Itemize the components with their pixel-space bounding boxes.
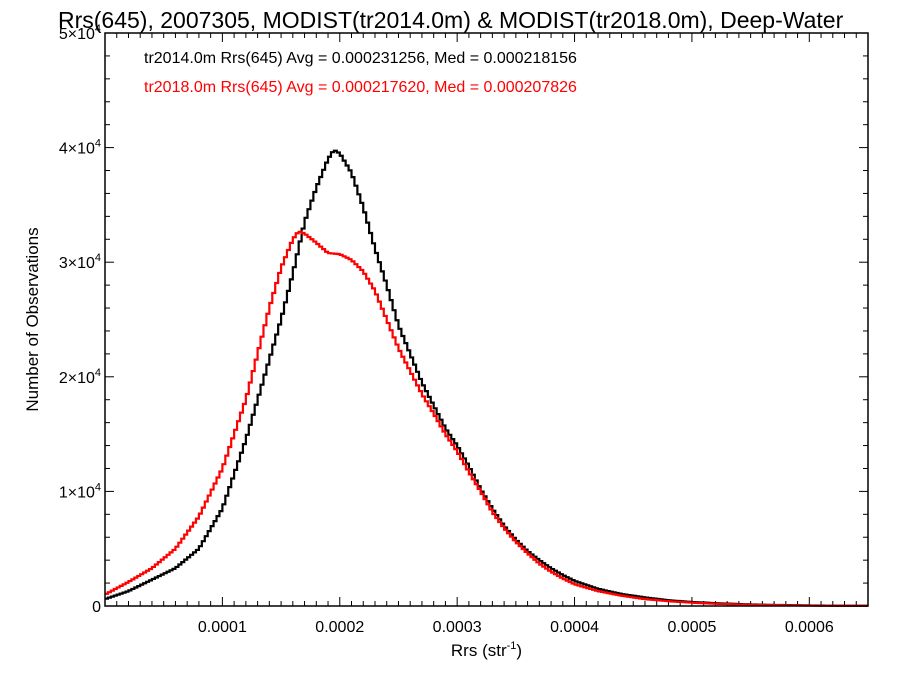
y-tick-label: 5×104 xyxy=(59,23,101,43)
x-tick-labels: 0.0001 0.0002 0.0003 0.0004 0.0005 0.0006 xyxy=(198,619,834,636)
x-tick-label: 0.0003 xyxy=(433,619,482,636)
x-tick-label: 0.0006 xyxy=(785,619,834,636)
stats-annotation: tr2018.0m Rrs(645) Avg = 0.000217620, Me… xyxy=(144,79,577,96)
series-tr2018.0m xyxy=(105,230,868,607)
y-tick-label: 1×104 xyxy=(59,481,101,501)
x-axis-label: Rrs (str-1) xyxy=(451,640,522,660)
y-axis-label: Number of Observations xyxy=(23,227,42,411)
axis-ticks xyxy=(104,32,869,607)
x-tick-label: 0.0002 xyxy=(315,619,364,636)
series-lines xyxy=(105,149,868,607)
y-tick-labels: 0 1×104 2×104 3×104 4×104 5×104 xyxy=(59,23,101,616)
x-tick-label: 0.0001 xyxy=(198,619,247,636)
stats-annotations: tr2014.0m Rrs(645) Avg = 0.000231256, Me… xyxy=(144,50,577,96)
y-tick-label: 2×104 xyxy=(59,367,101,387)
x-tick-label: 0.0005 xyxy=(667,619,716,636)
plot-frame xyxy=(104,32,869,607)
series-tr2014.0m xyxy=(105,149,868,607)
y-tick-label: 0 xyxy=(92,599,101,616)
y-tick-label: 4×104 xyxy=(59,138,101,158)
y-tick-label: 3×104 xyxy=(59,252,101,272)
chart-title: Rrs(645), 2007305, MODIST(tr2014.0m) & M… xyxy=(58,7,844,33)
x-tick-label: 0.0004 xyxy=(550,619,599,636)
stats-annotation: tr2014.0m Rrs(645) Avg = 0.000231256, Me… xyxy=(144,50,577,67)
